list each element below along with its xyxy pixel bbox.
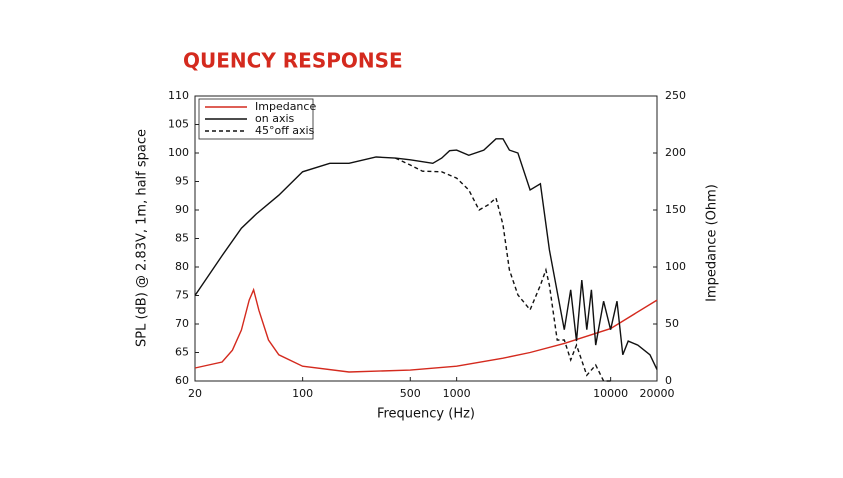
y-tick-label: 100 [168, 146, 189, 159]
y2-tick-label: 100 [665, 260, 686, 273]
y-tick-label: 85 [175, 232, 189, 245]
chart-title: QUENCY RESPONSE [183, 49, 403, 73]
x-tick-label: 500 [400, 387, 421, 400]
x-tick-label: 10000 [593, 387, 628, 400]
x-axis-label: Frequency (Hz) [377, 407, 475, 422]
y-tick-label: 110 [168, 89, 189, 102]
y-tick-label: 65 [175, 346, 189, 359]
legend-label: 45°off axis [255, 124, 315, 137]
y2-tick-label: 50 [665, 317, 679, 330]
x-tick-label: 20 [188, 387, 202, 400]
x-tick-label: 20000 [640, 387, 675, 400]
y-tick-label: 105 [168, 118, 189, 131]
y-tick-label: 60 [175, 374, 189, 387]
y2-tick-label: 200 [665, 146, 686, 159]
series-line [194, 138, 658, 370]
y2-axis-label: Impedance (Ohm) [705, 184, 720, 302]
x-tick-label: 100 [292, 387, 313, 400]
y-tick-label: 95 [175, 175, 189, 188]
x-tick-label: 1000 [443, 387, 471, 400]
series-line [395, 157, 611, 382]
y2-tick-label: 0 [665, 374, 672, 387]
y-tick-label: 70 [175, 317, 189, 330]
y-axis-label: SPL (dB) @ 2.83V, 1m, half space [135, 129, 150, 347]
y2-tick-label: 250 [665, 89, 686, 102]
series-line [194, 287, 658, 373]
legend-label: Impedance [255, 100, 316, 113]
y-tick-label: 75 [175, 289, 189, 302]
y2-tick-label: 150 [665, 203, 686, 216]
y-tick-label: 90 [175, 203, 189, 216]
legend-label: on axis [255, 112, 295, 125]
y-tick-label: 80 [175, 260, 189, 273]
